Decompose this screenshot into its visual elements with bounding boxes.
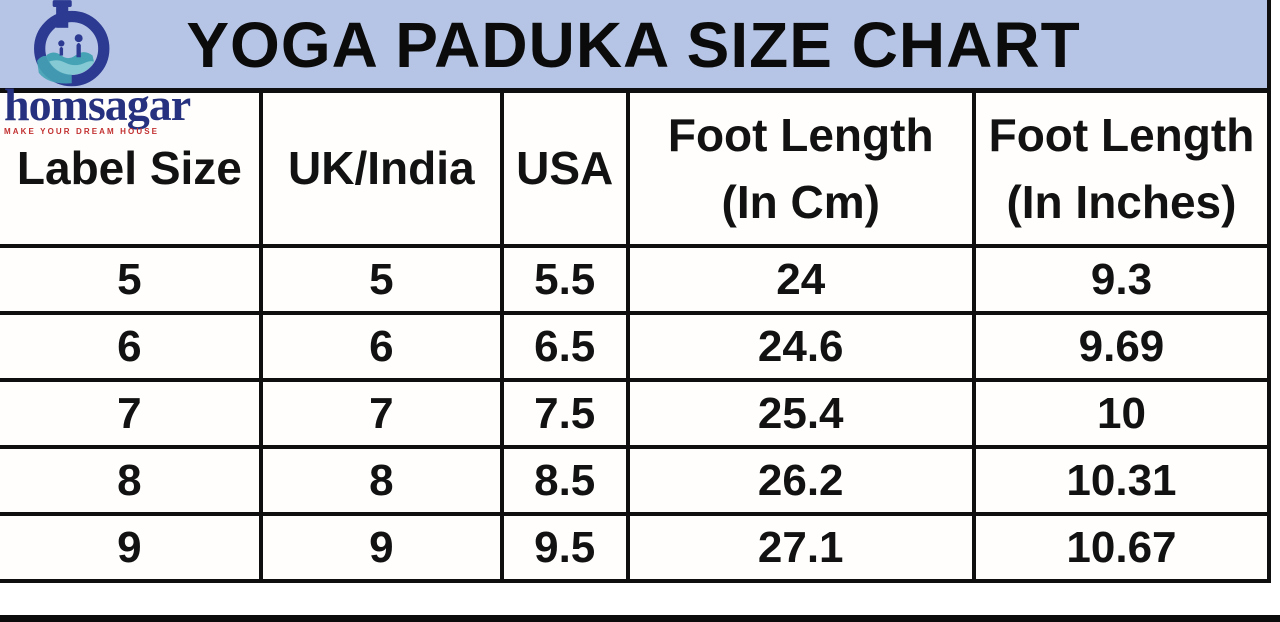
header-uk-india: UK/India bbox=[258, 93, 504, 248]
cell-uk-india: 8 bbox=[258, 445, 504, 516]
cell-label-size: 8 bbox=[0, 445, 263, 516]
cell-foot-inches: 10.31 bbox=[971, 445, 1272, 516]
header-usa: USA bbox=[499, 93, 630, 248]
table-row: 7 7 7.5 25.4 10 bbox=[0, 378, 1272, 449]
cell-label-size: 7 bbox=[0, 378, 263, 449]
cell-uk-india: 7 bbox=[258, 378, 504, 449]
table-row: 6 6 6.5 24.6 9.69 bbox=[0, 311, 1272, 382]
header-label-size: Label Size bbox=[0, 93, 263, 248]
cell-usa: 8.5 bbox=[499, 445, 630, 516]
table-row: 9 9 9.5 27.1 10.67 bbox=[0, 512, 1272, 583]
table-row: 5 5 5.5 24 9.3 bbox=[0, 244, 1272, 315]
cell-label-size: 5 bbox=[0, 244, 263, 315]
cell-label-size: 6 bbox=[0, 311, 263, 382]
cell-foot-cm: 26.2 bbox=[625, 445, 976, 516]
cell-uk-india: 5 bbox=[258, 244, 504, 315]
table-header-row: Label Size UK/India USA Foot Length (In … bbox=[0, 93, 1272, 248]
cell-foot-cm: 27.1 bbox=[625, 512, 976, 583]
cell-foot-cm: 24.6 bbox=[625, 311, 976, 382]
size-chart-table: Label Size UK/India USA Foot Length (In … bbox=[0, 93, 1272, 583]
page-title: YOGA PADUKA SIZE CHART bbox=[186, 9, 1081, 81]
title-banner: YOGA PADUKA SIZE CHART bbox=[0, 0, 1271, 93]
cell-usa: 7.5 bbox=[499, 378, 630, 449]
size-chart-sheet: YOGA PADUKA SIZE CHART Label Size UK/Ind… bbox=[0, 0, 1272, 583]
cell-usa: 5.5 bbox=[499, 244, 630, 315]
table-row: 8 8 8.5 26.2 10.31 bbox=[0, 445, 1272, 516]
cell-foot-cm: 24 bbox=[625, 244, 976, 315]
cell-foot-inches: 10.67 bbox=[971, 512, 1272, 583]
cell-label-size: 9 bbox=[0, 512, 263, 583]
cell-uk-india: 6 bbox=[258, 311, 504, 382]
bottom-black-bar bbox=[0, 615, 1280, 622]
cell-usa: 6.5 bbox=[499, 311, 630, 382]
header-foot-cm: Foot Length (In Cm) bbox=[625, 93, 976, 248]
cell-uk-india: 9 bbox=[258, 512, 504, 583]
cell-usa: 9.5 bbox=[499, 512, 630, 583]
cell-foot-inches: 10 bbox=[971, 378, 1272, 449]
cell-foot-inches: 9.69 bbox=[971, 311, 1272, 382]
cell-foot-cm: 25.4 bbox=[625, 378, 976, 449]
cell-foot-inches: 9.3 bbox=[971, 244, 1272, 315]
header-foot-inches: Foot Length (In Inches) bbox=[971, 93, 1272, 248]
